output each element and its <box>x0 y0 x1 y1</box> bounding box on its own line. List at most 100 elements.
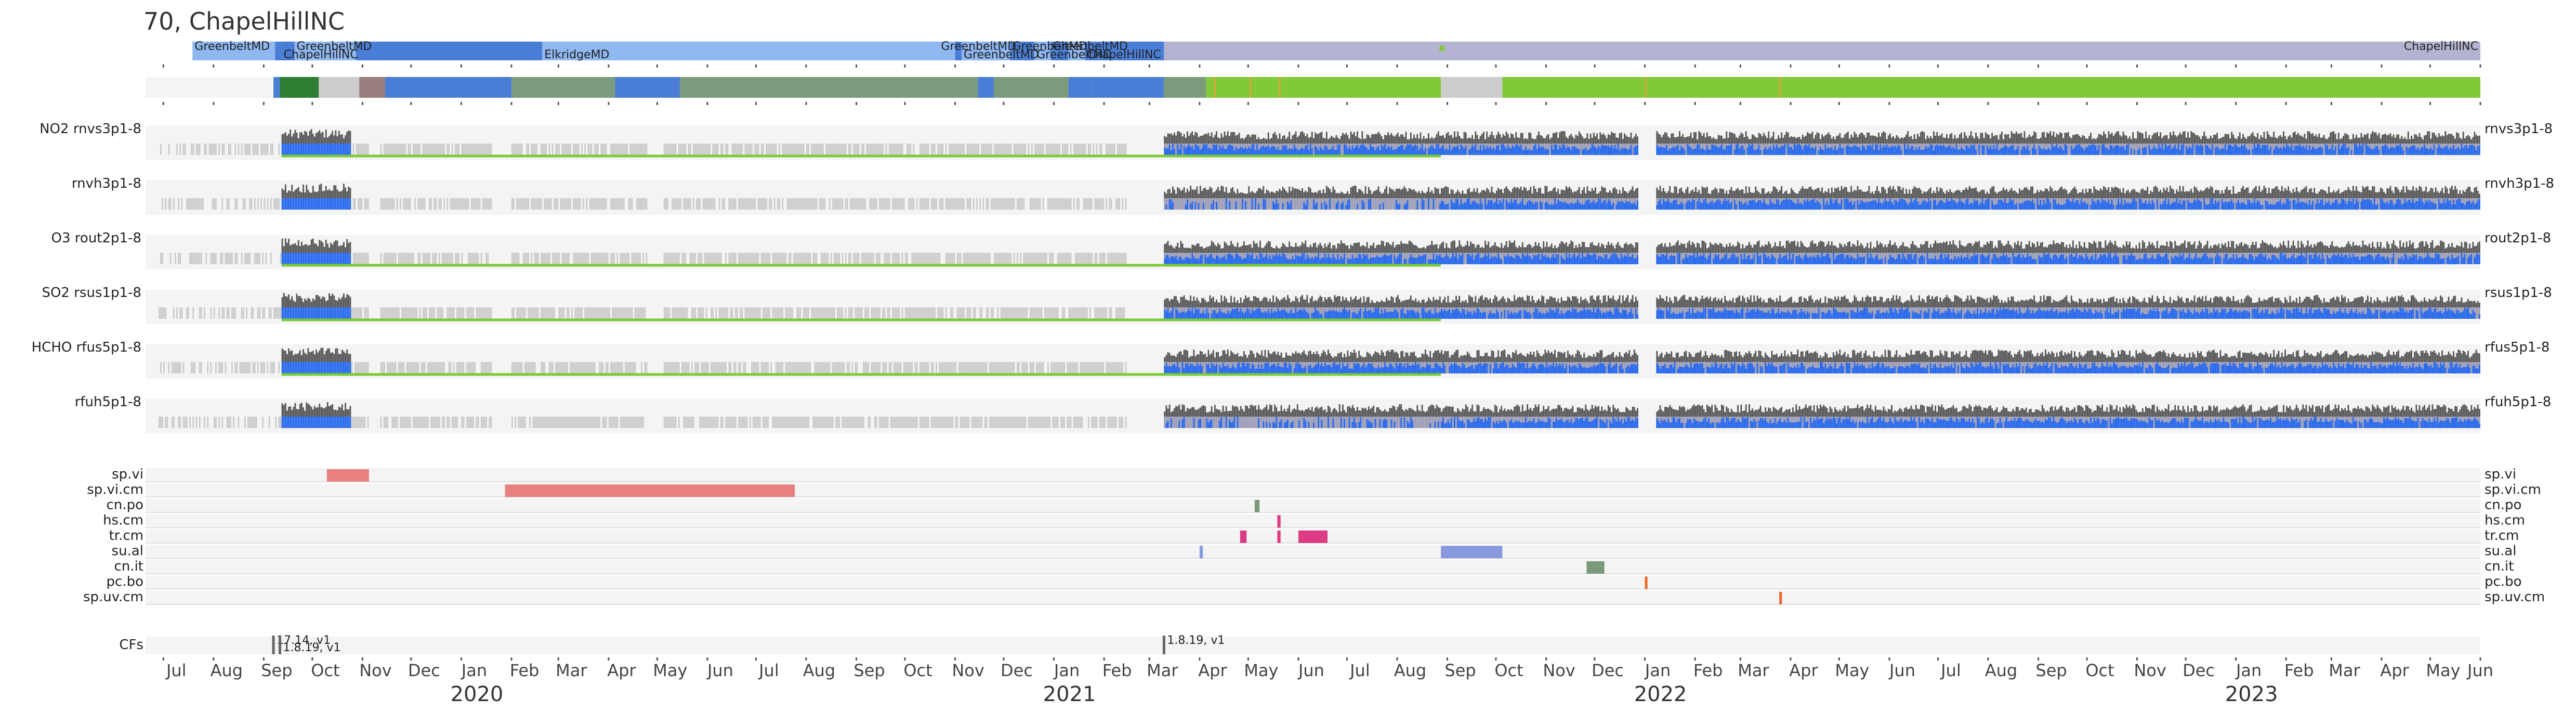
blue-day-bar <box>2464 146 2466 155</box>
gray-day-bar <box>1036 198 1038 210</box>
lavender-day-bar <box>1588 144 1590 155</box>
gray-day-bar <box>1004 198 1005 210</box>
dark-day-bar <box>1224 131 1226 144</box>
dark-day-bar <box>2359 137 2361 144</box>
dark-day-bar <box>1345 133 1347 144</box>
dark-day-bar <box>2386 135 2388 144</box>
dark-day-bar <box>1497 188 1499 198</box>
blue-day-bar <box>2245 148 2248 155</box>
blue-day-bar <box>1994 148 1996 155</box>
dark-day-bar <box>2430 138 2432 144</box>
blue-day-bar <box>2119 147 2121 155</box>
dark-day-bar <box>1501 189 1503 198</box>
gray-day-bar <box>383 144 385 155</box>
dark-day-bar <box>1426 138 1428 144</box>
gray-day-bar <box>451 198 453 210</box>
dark-day-bar <box>1460 138 1462 144</box>
dark-day-bar <box>1489 192 1491 198</box>
gray-day-bar <box>195 198 198 210</box>
location-segment <box>275 42 282 60</box>
blue-day-bar <box>313 198 316 210</box>
blue-day-bar <box>1929 144 1931 155</box>
blue-day-bar <box>1957 202 1959 210</box>
blue-day-bar <box>2347 147 2349 155</box>
dark-day-bar <box>1424 193 1426 198</box>
gray-day-bar <box>953 144 955 155</box>
dark-day-bar <box>1196 186 1198 198</box>
gray-day-bar <box>1083 198 1085 210</box>
dark-day-bar <box>1820 139 1821 144</box>
blue-day-bar <box>2187 148 2189 155</box>
gray-day-bar <box>367 144 369 155</box>
blue-day-bar <box>343 198 345 210</box>
blue-day-bar <box>1225 198 1227 210</box>
gray-day-bar <box>840 198 842 210</box>
gray-day-bar <box>561 198 563 210</box>
gray-day-bar <box>808 198 809 210</box>
blue-day-bar <box>1948 201 1949 210</box>
lavender-day-bar <box>1470 198 1471 210</box>
gray-day-bar <box>443 198 445 210</box>
dark-day-bar <box>2096 137 2098 144</box>
blue-day-bar <box>1282 203 1284 210</box>
dark-day-bar <box>2169 132 2171 144</box>
gray-day-bar <box>875 198 877 210</box>
dark-day-bar <box>2465 136 2467 144</box>
blue-day-bar <box>2417 147 2419 155</box>
dark-day-bar <box>1704 137 1706 144</box>
blue-day-bar <box>1887 201 1889 210</box>
blue-day-bar <box>1523 204 1525 210</box>
gray-day-bar <box>453 198 455 210</box>
dark-day-bar <box>1458 192 1461 198</box>
dark-day-bar <box>1844 134 1846 144</box>
dark-day-bar <box>281 188 283 198</box>
gray-day-bar <box>612 144 613 155</box>
gray-day-bar <box>391 144 393 155</box>
gray-day-bar <box>696 198 698 210</box>
dark-day-bar <box>2009 138 2011 144</box>
blue-day-bar <box>1753 200 1755 210</box>
dark-day-bar <box>1235 193 1237 198</box>
dark-day-bar <box>2051 188 2053 198</box>
gray-day-bar <box>746 144 748 155</box>
blue-day-bar <box>1212 200 1214 210</box>
gray-day-bar <box>991 198 992 210</box>
blue-day-bar <box>1803 145 1805 155</box>
gray-day-bar <box>451 144 453 155</box>
dark-day-bar <box>1429 138 1431 144</box>
blue-day-bar <box>1659 199 1661 210</box>
lavender-day-bar <box>2435 144 2437 155</box>
dark-day-bar <box>1203 188 1204 198</box>
dark-day-bar <box>1470 138 1471 144</box>
dark-day-bar <box>2360 133 2362 144</box>
dark-day-bar <box>1695 187 1697 198</box>
blue-day-bar <box>2239 147 2241 155</box>
blue-day-bar <box>1168 145 1171 155</box>
dark-day-bar <box>1583 187 1585 198</box>
dark-day-bar <box>1212 137 1214 144</box>
dark-day-bar <box>1478 138 1480 144</box>
gray-day-bar <box>688 144 690 155</box>
dark-day-bar <box>1677 193 1679 198</box>
gray-day-bar <box>868 144 870 155</box>
dark-day-bar <box>1727 193 1729 198</box>
gray-day-bar <box>880 198 883 210</box>
blue-day-bar <box>2062 150 2065 155</box>
gray-day-bar <box>749 144 751 155</box>
dark-day-bar <box>1863 191 1865 198</box>
dark-day-bar <box>1684 137 1686 144</box>
dark-day-bar <box>1986 191 1988 198</box>
dark-day-bar <box>2012 133 2014 144</box>
gray-day-bar <box>945 144 947 155</box>
blue-day-bar <box>1250 148 1252 155</box>
dark-day-bar <box>2365 134 2367 144</box>
dark-day-bar <box>1701 136 1703 144</box>
dark-day-bar <box>1753 135 1755 144</box>
dark-day-bar <box>2275 137 2277 144</box>
blue-day-bar <box>1633 202 1635 210</box>
dark-day-bar <box>1944 193 1946 198</box>
blue-day-bar <box>1462 146 1464 155</box>
blue-day-bar <box>1447 150 1449 155</box>
blue-day-bar <box>1445 204 1448 210</box>
blue-day-bar <box>1492 147 1494 155</box>
